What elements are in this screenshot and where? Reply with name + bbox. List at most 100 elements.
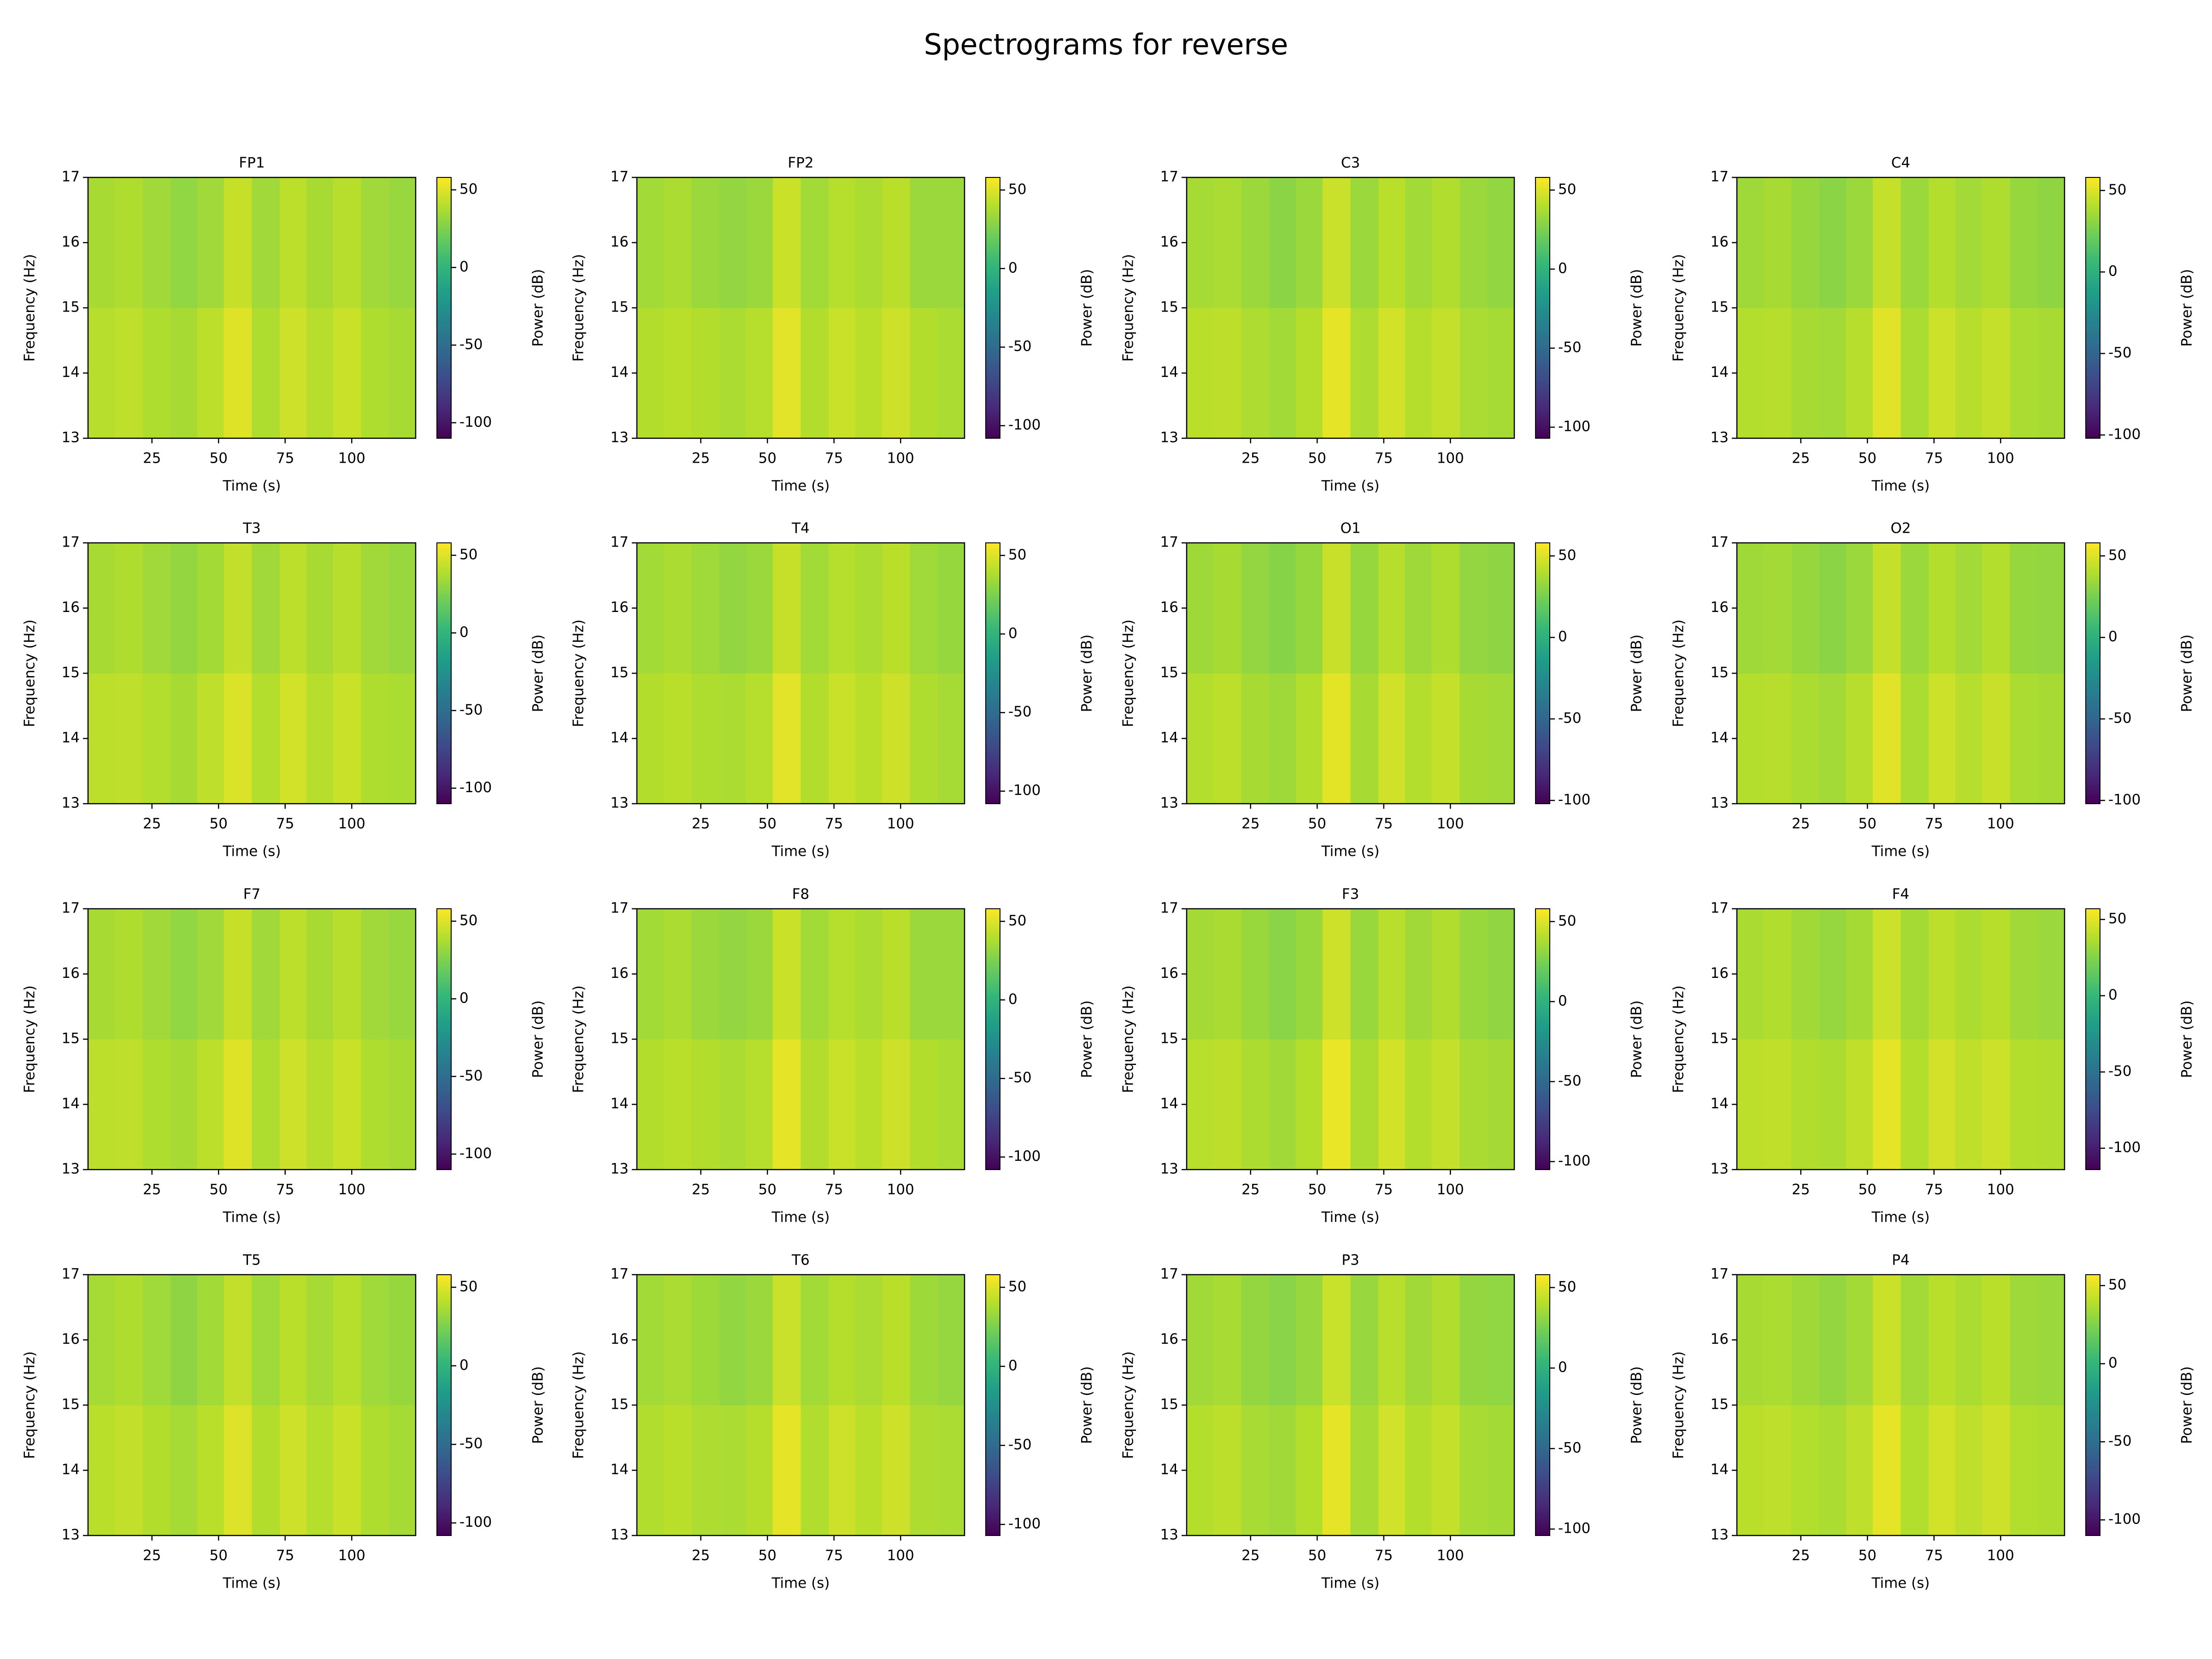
heatmap-cell (88, 308, 115, 439)
heatmap-cell (1405, 673, 1432, 804)
heatmap-cell (1955, 543, 1983, 674)
heatmap-cell (1791, 543, 1820, 674)
heatmap-cell (1955, 909, 1983, 1040)
colorbar-tick-label: 0 (1008, 625, 1018, 641)
heatmap-cell (663, 308, 692, 439)
heatmap-cell (1431, 909, 1460, 1040)
colorbar-tick-label: 0 (1558, 1359, 1567, 1376)
colorbar-tick-label: -100 (1558, 1520, 1590, 1537)
heatmap-cell (1791, 308, 1820, 439)
heatmap-cell (882, 177, 910, 308)
y-tick-label: 14 (1160, 1461, 1178, 1478)
y-tick-label: 16 (1711, 599, 1729, 616)
heatmap-cell (719, 1405, 747, 1536)
heatmap-cell (333, 543, 361, 674)
colorbar-tick-label: -100 (2108, 426, 2141, 442)
colorbar-tick-label: -100 (459, 1514, 492, 1530)
colorbar-tick-label: 50 (2108, 182, 2126, 198)
colorbar-tick-label: -50 (1008, 1070, 1032, 1086)
y-tick-label: 15 (611, 299, 629, 316)
heatmap-cell (910, 673, 938, 804)
heatmap-cell (637, 1275, 664, 1406)
heatmap-cell (171, 308, 198, 439)
colorbar-label: Power (dB) (2179, 1000, 2195, 1078)
heatmap-cell (2010, 673, 2038, 804)
colorbar-tick-label: 0 (2108, 987, 2118, 1003)
heatmap-cell (197, 543, 224, 674)
colorbar-tick-label: 50 (2108, 547, 2126, 564)
y-tick-label: 17 (62, 1266, 80, 1282)
colorbar-tick-label: 0 (1008, 259, 1018, 276)
heatmap-cell (114, 1405, 143, 1536)
y-tick-label: 15 (62, 1030, 80, 1047)
heatmap-cell (1982, 673, 2010, 804)
panel-title: FP1 (239, 155, 265, 171)
y-tick-label: 17 (62, 900, 80, 917)
x-axis-label: Time (s) (222, 1209, 281, 1226)
heatmap-cell (1763, 1275, 1792, 1406)
heatmap-cell (252, 177, 280, 308)
y-tick-label: 16 (611, 599, 629, 616)
y-tick-label: 13 (1711, 429, 1729, 446)
heatmap-cell (772, 909, 801, 1040)
colorbar (1535, 908, 1550, 1170)
heatmap-cell (1187, 177, 1214, 308)
heatmap-cell (1900, 543, 1929, 674)
heatmap-cell (333, 177, 361, 308)
heatmap-cell (306, 1405, 334, 1536)
panel-title: T4 (791, 520, 810, 537)
heatmap-cell (88, 909, 115, 1040)
heatmap-cell (1763, 673, 1792, 804)
y-tick-label: 13 (1160, 1527, 1178, 1543)
colorbar-label: Power (dB) (530, 269, 547, 347)
heatmap-cell (855, 1039, 882, 1170)
heatmap-cell (1213, 308, 1241, 439)
heatmap-cell (882, 909, 910, 1040)
heatmap-cell (88, 1039, 115, 1170)
heatmap-cell (1488, 1039, 1515, 1170)
y-tick-label: 15 (1160, 299, 1178, 316)
x-axis-label: Time (s) (222, 478, 281, 494)
y-tick-label: 17 (611, 900, 629, 917)
y-tick-label: 15 (611, 1030, 629, 1047)
heatmap-cell (910, 308, 938, 439)
heatmap-cell (1982, 1039, 2010, 1170)
x-axis-label: Time (s) (1321, 1575, 1379, 1592)
heatmap-cell (1431, 1275, 1460, 1406)
heatmap-cell (1819, 1405, 1847, 1536)
y-tick-label: 15 (1711, 1396, 1729, 1413)
heatmap-cell (1900, 177, 1929, 308)
heatmap-cell (2038, 673, 2065, 804)
heatmap-cell (2010, 909, 2038, 1040)
colorbar-tick-label: -50 (459, 1435, 483, 1452)
x-tick-label: 75 (276, 1182, 294, 1198)
heatmap-cell (910, 1275, 938, 1406)
colorbar-label: Power (dB) (1629, 269, 1645, 347)
y-tick-label: 14 (1711, 729, 1729, 746)
heatmap-cell (938, 909, 965, 1040)
heatmap-cell (1459, 543, 1488, 674)
x-tick-label: 100 (1987, 450, 2014, 467)
x-tick-label: 100 (887, 1182, 914, 1198)
colorbar-tick-label: 50 (2108, 911, 2126, 927)
heatmap-cell (882, 673, 910, 804)
heatmap-cell (1431, 1039, 1460, 1170)
heatmap-cell (1900, 673, 1929, 804)
heatmap-cell (800, 673, 829, 804)
y-tick-label: 15 (62, 665, 80, 681)
heatmap-cell (719, 177, 747, 308)
heatmap-cell (1846, 1405, 1873, 1536)
heatmap-cell (746, 1405, 773, 1536)
heatmap-cell (855, 1275, 882, 1406)
colorbar-tick-label: -50 (1008, 338, 1032, 355)
colorbar-tick-label: 0 (1008, 991, 1018, 1007)
x-tick-label: 50 (210, 450, 228, 467)
x-tick-label: 50 (759, 816, 777, 832)
x-axis-label: Time (s) (222, 843, 281, 860)
colorbar-label: Power (dB) (530, 1000, 547, 1078)
y-tick-label: 15 (611, 1396, 629, 1413)
y-tick-label: 17 (1160, 169, 1178, 185)
heatmap-cell (2038, 177, 2065, 308)
heatmap-cell (746, 909, 773, 1040)
